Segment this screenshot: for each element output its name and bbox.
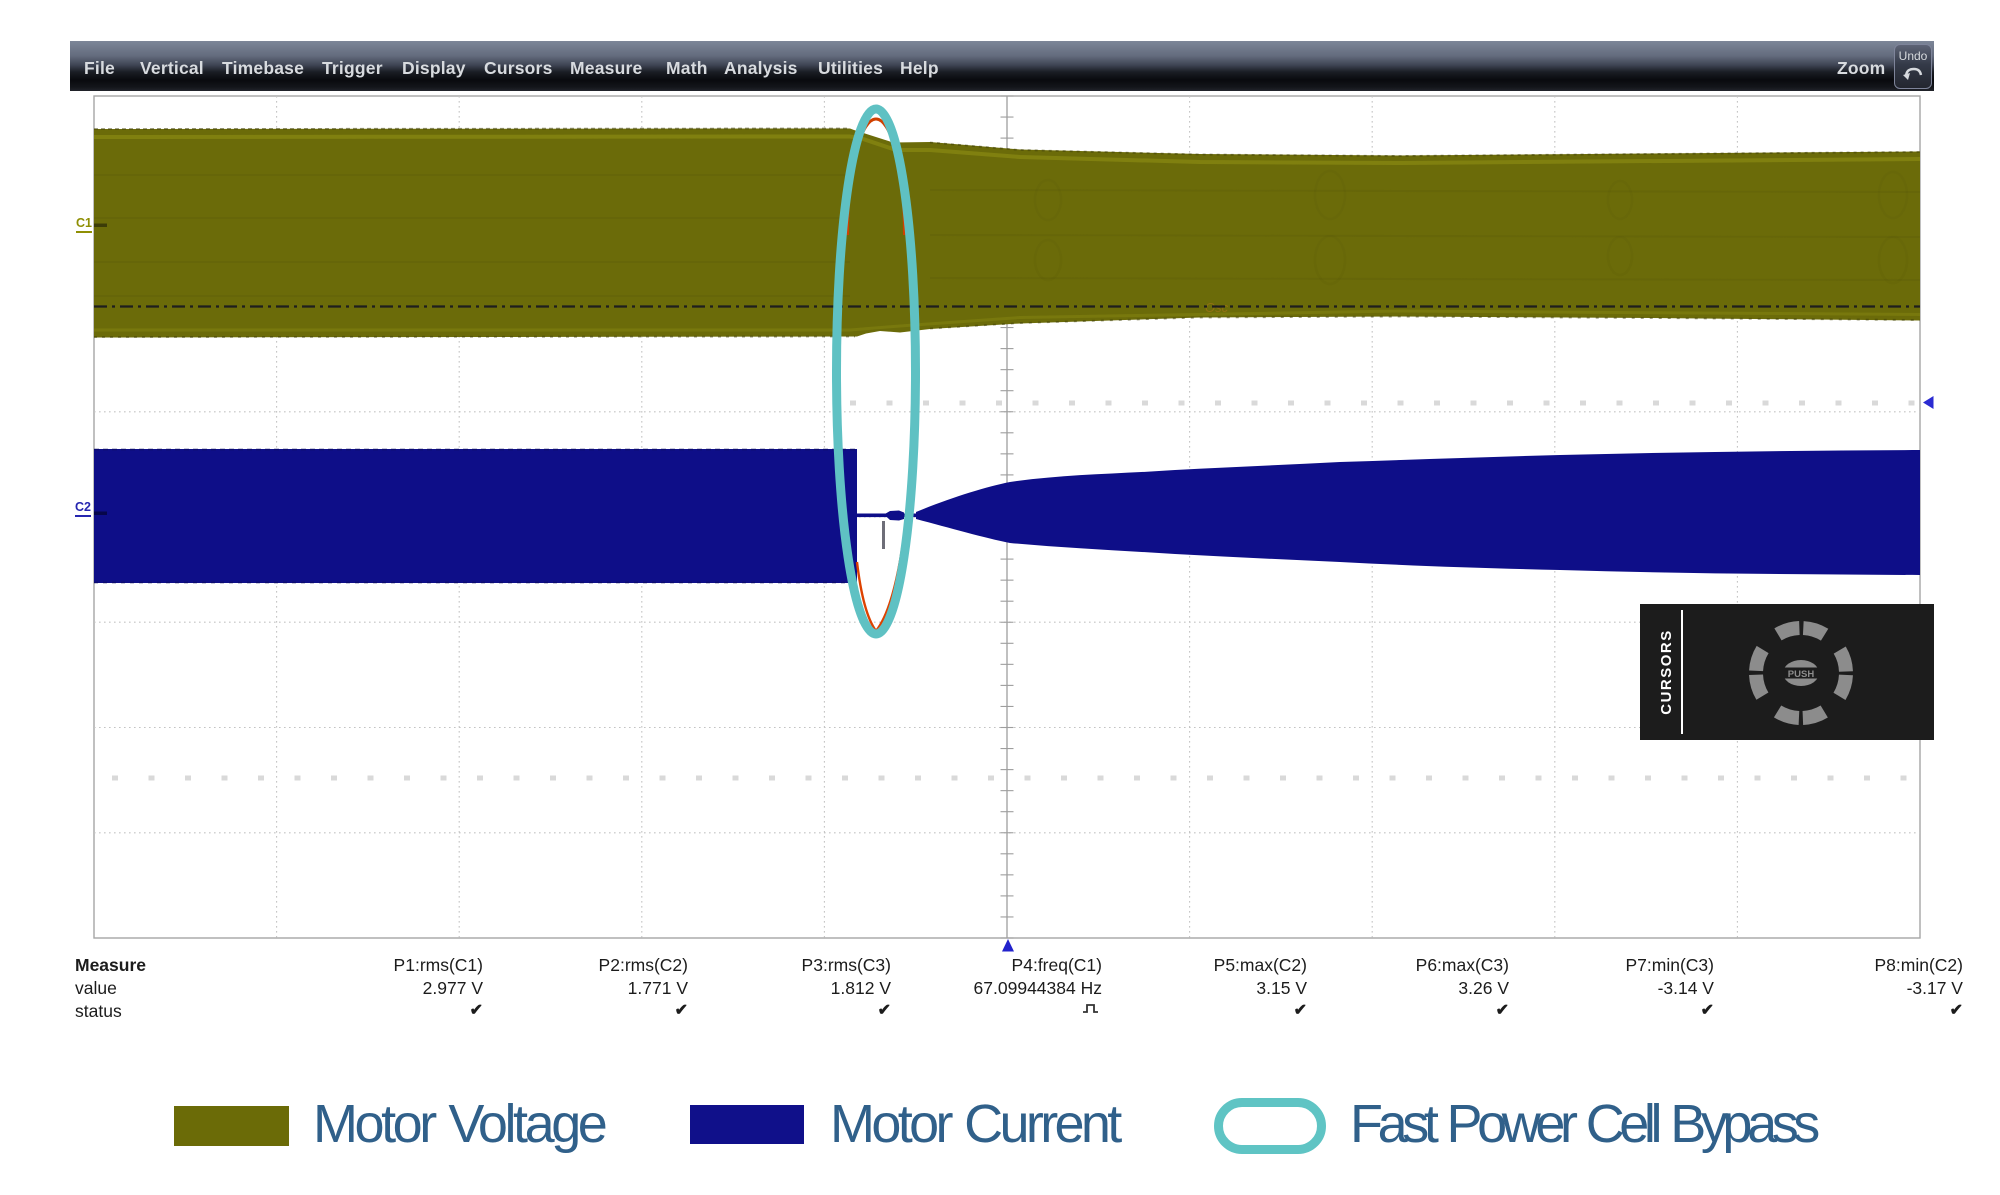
svg-text:PUSH: PUSH (1788, 669, 1815, 680)
svg-text:CURSORS: CURSORS (1658, 629, 1675, 715)
